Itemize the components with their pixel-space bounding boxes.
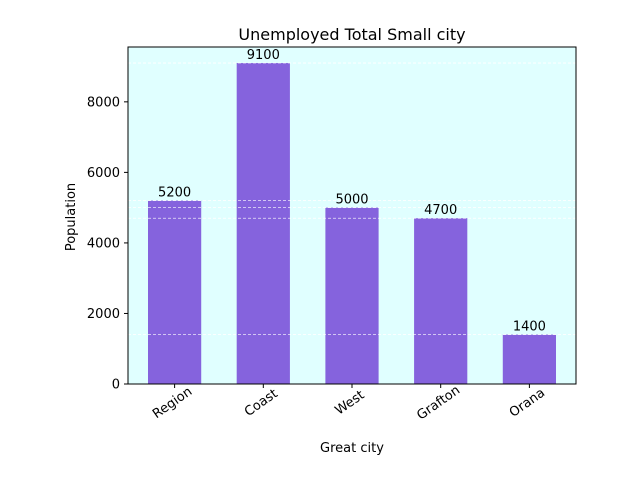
data-label-grafton: 4700	[424, 203, 457, 218]
y-tick-label: 2000	[87, 307, 120, 322]
bar-west	[325, 207, 379, 384]
bar-orana	[502, 334, 556, 384]
y-tick-label: 8000	[87, 95, 120, 110]
bars-layer	[148, 63, 556, 385]
data-label-west: 5000	[335, 193, 368, 208]
y-tick-label: 0	[112, 378, 120, 393]
x-axis-label: Great city	[320, 441, 384, 456]
bar-grafton	[414, 218, 468, 384]
x-axis: Region Coast West Grafton Orana	[150, 383, 548, 423]
data-label-coast: 9100	[247, 48, 280, 63]
data-labels: 5200 9100 5000 4700 1400	[158, 48, 546, 335]
x-tick-label-grafton: Grafton	[414, 383, 463, 423]
data-label-region: 5200	[158, 186, 191, 201]
y-axis: 0 2000 4000 6000 8000	[87, 95, 128, 393]
x-tick-label-orana: Orana	[507, 386, 548, 421]
bar-coast	[236, 63, 290, 385]
x-tick-label-region: Region	[150, 384, 195, 422]
x-tick-label-west: West	[333, 388, 368, 419]
y-axis-label: Population	[64, 183, 79, 251]
bar-region	[148, 200, 202, 384]
y-tick-label: 6000	[87, 166, 120, 181]
x-tick-label-coast: Coast	[242, 386, 281, 419]
y-tick-label: 4000	[87, 236, 120, 251]
data-label-orana: 1400	[513, 320, 546, 335]
chart-title: Unemployed Total Small city	[238, 25, 465, 44]
